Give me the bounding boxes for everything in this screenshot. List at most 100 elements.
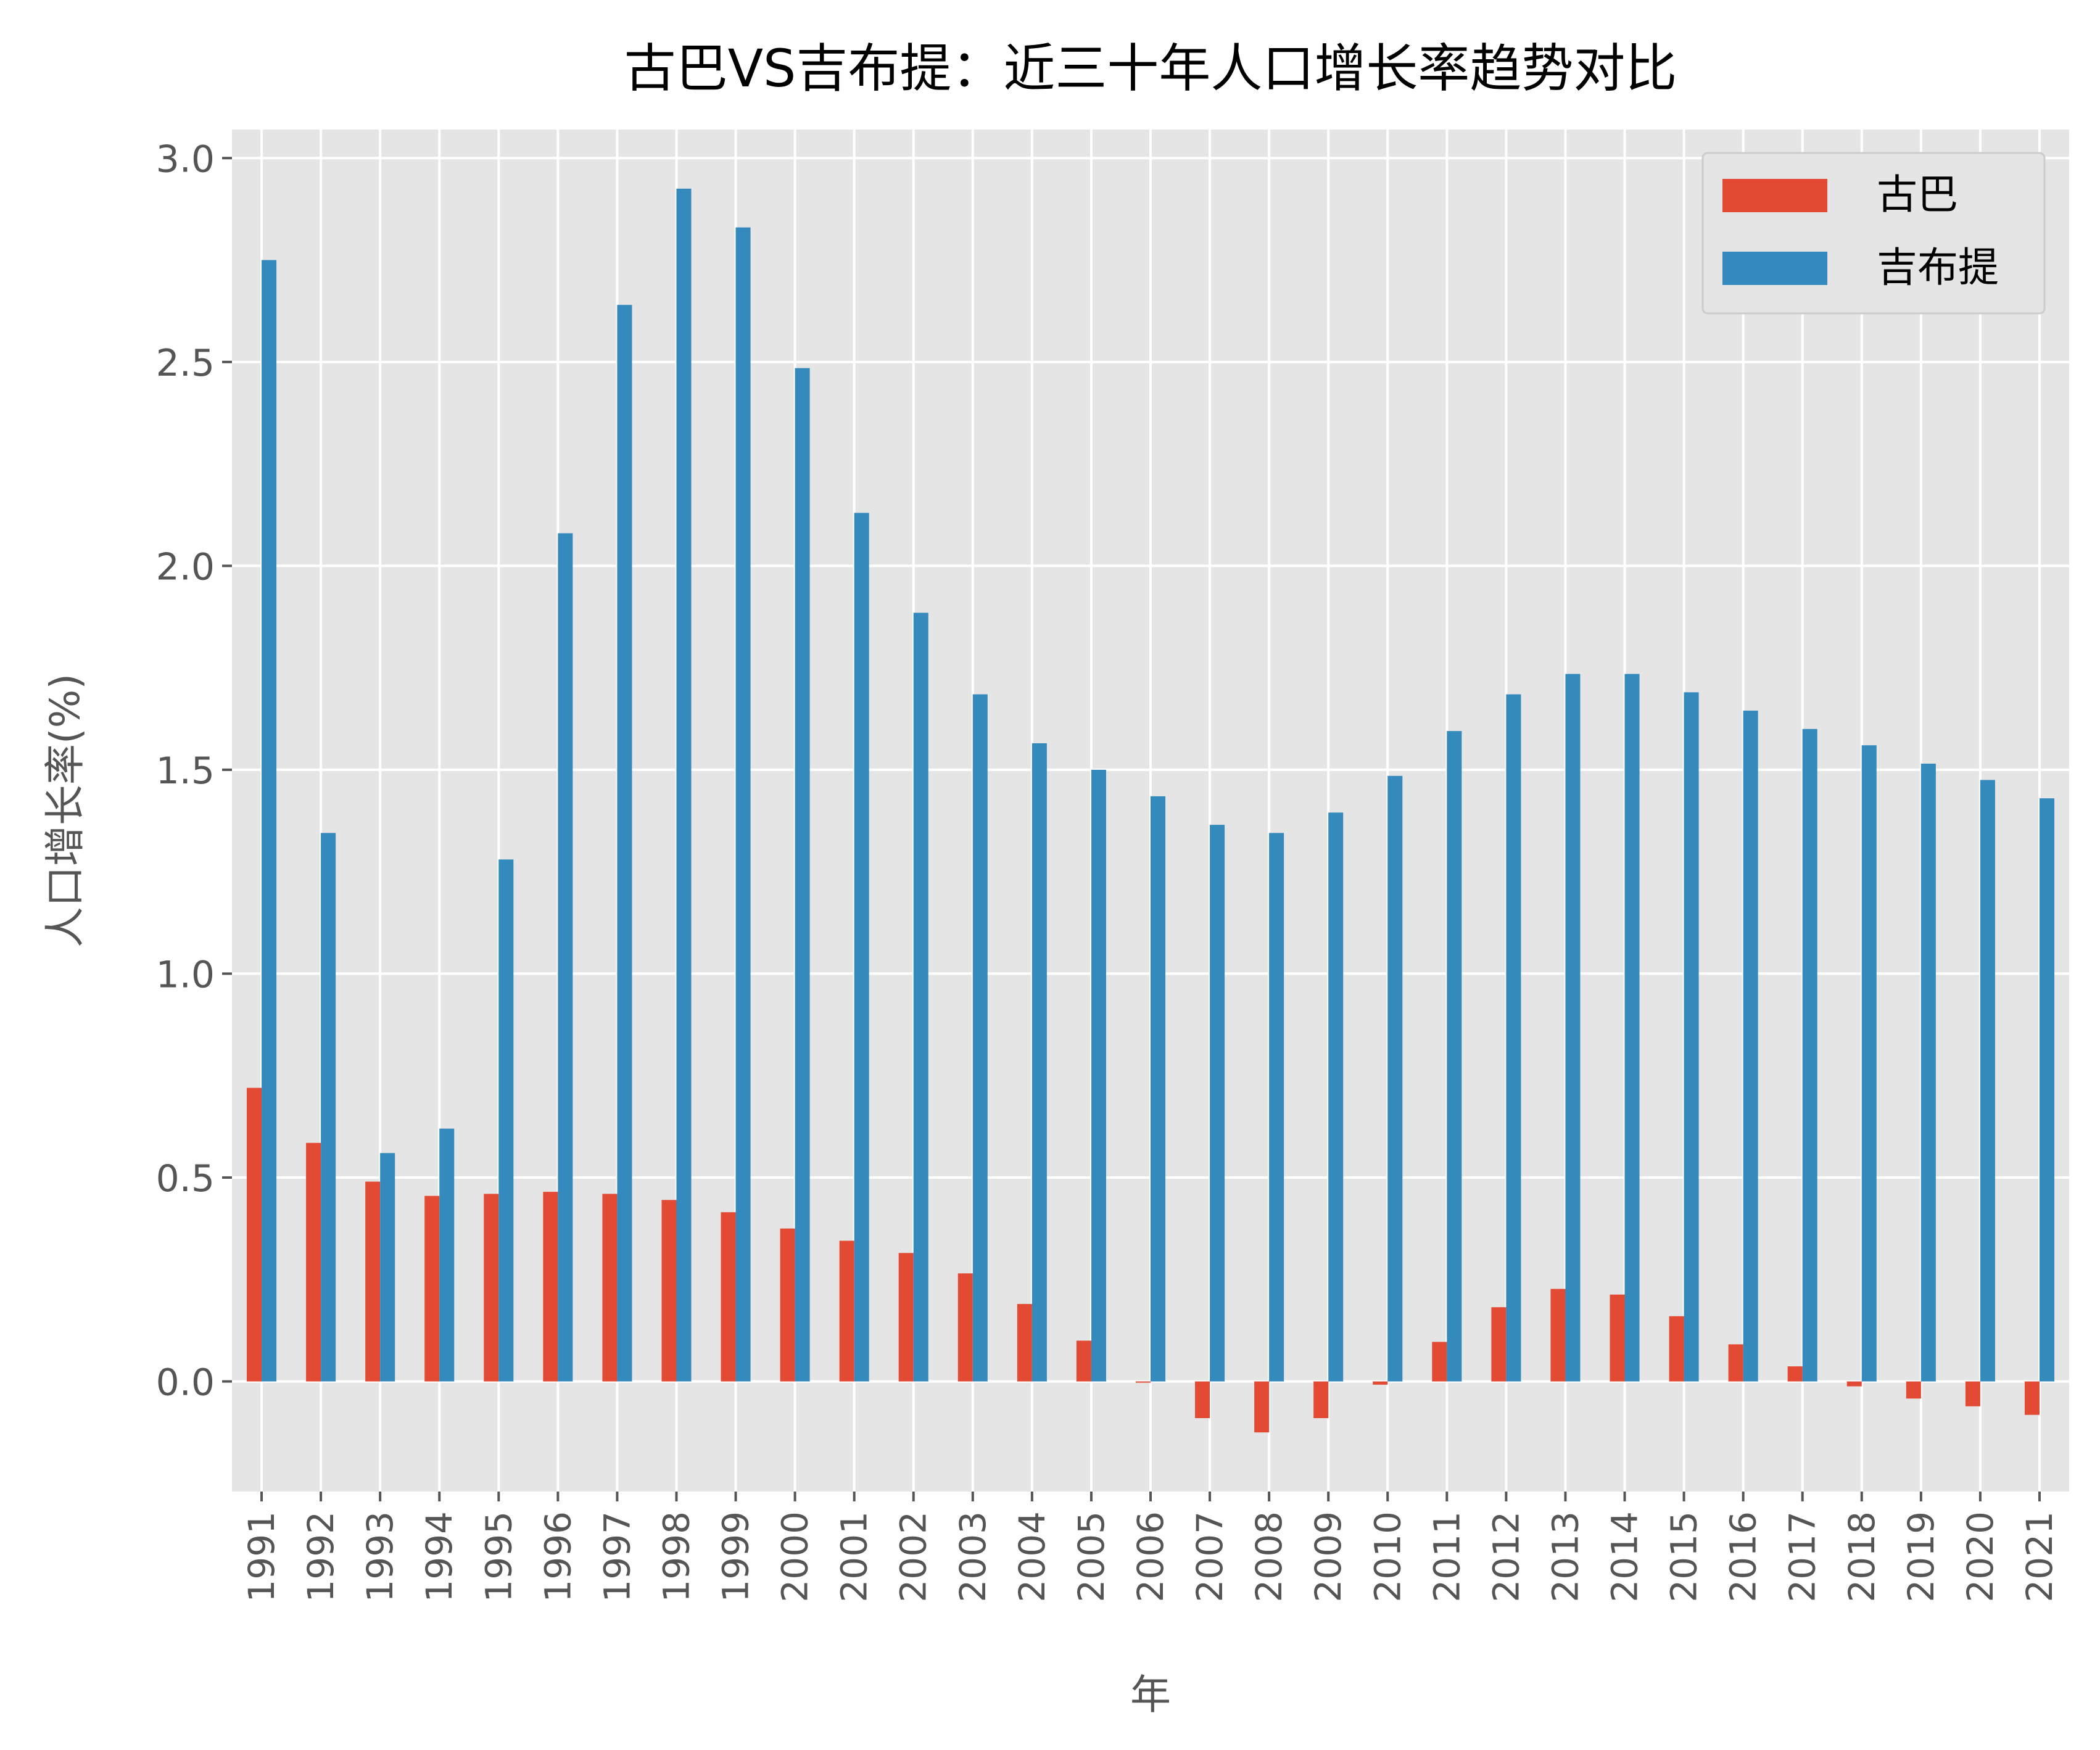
- x-tick-label: 2021: [2019, 1511, 2061, 1603]
- x-tick-label: 2020: [1959, 1511, 2001, 1603]
- legend-label-djibouti: 吉布提: [1877, 244, 1999, 291]
- bar-djibouti-2005: [1091, 769, 1106, 1382]
- bar-cuba-2006: [1135, 1381, 1151, 1383]
- bar-djibouti-2021: [2039, 798, 2054, 1382]
- bar-djibouti-1997: [617, 305, 632, 1382]
- x-tick-label: 1995: [477, 1511, 519, 1603]
- y-tick-label: 2.0: [156, 545, 215, 588]
- bar-cuba-2012: [1491, 1307, 1507, 1382]
- y-tick-label: 2.5: [156, 342, 215, 385]
- bar-djibouti-2003: [972, 694, 988, 1382]
- x-tick-label: 2006: [1130, 1511, 1172, 1603]
- x-tick-label: 2000: [774, 1511, 816, 1603]
- bar-cuba-2018: [1846, 1381, 1862, 1387]
- bar-cuba-1994: [424, 1195, 440, 1382]
- bar-djibouti-2015: [1684, 692, 1699, 1382]
- x-tick-label: 2004: [1011, 1511, 1053, 1603]
- bar-cuba-2001: [839, 1240, 854, 1382]
- bar-cuba-2005: [1076, 1340, 1091, 1382]
- chart-title: 古巴VS吉布提：近三十年人口增长率趋势对比: [624, 38, 1677, 99]
- bar-djibouti-2010: [1387, 775, 1403, 1382]
- bar-djibouti-1998: [676, 188, 692, 1382]
- x-tick-label: 2018: [1841, 1511, 1883, 1603]
- bar-cuba-1991: [247, 1088, 262, 1382]
- legend-label-cuba: 古巴: [1877, 171, 1958, 218]
- x-tick-label: 2014: [1604, 1511, 1646, 1603]
- x-tick-label: 2017: [1782, 1511, 1824, 1603]
- bar-djibouti-1995: [498, 859, 514, 1382]
- x-tick-label: 1997: [596, 1511, 638, 1603]
- bar-djibouti-2004: [1031, 743, 1047, 1382]
- x-tick-label: 2005: [1070, 1511, 1112, 1603]
- x-tick-label: 2007: [1189, 1511, 1231, 1603]
- bar-djibouti-2020: [1980, 780, 1995, 1382]
- y-tick-label: 0.0: [156, 1361, 215, 1405]
- bar-djibouti-2008: [1269, 833, 1284, 1382]
- bar-djibouti-2014: [1624, 674, 1640, 1382]
- x-tick-label: 2011: [1426, 1511, 1468, 1603]
- bar-cuba-2003: [957, 1273, 973, 1382]
- x-tick-label: 1992: [300, 1511, 342, 1603]
- bar-cuba-2016: [1728, 1344, 1743, 1382]
- x-tick-label: 2003: [952, 1511, 994, 1603]
- bar-cuba-1999: [721, 1212, 736, 1382]
- x-tick-label: 2009: [1307, 1511, 1349, 1603]
- bar-cuba-1992: [306, 1142, 321, 1382]
- x-tick-label: 2013: [1544, 1511, 1586, 1603]
- y-axis-label: 人口增长率(%): [41, 674, 89, 947]
- bar-djibouti-2017: [1802, 728, 1817, 1382]
- axes: 0.0 0.5 1.0 1.5 2.0 2.5 3.0 1991 1992 1993 1994 199…: [156, 138, 2061, 1602]
- bar-djibouti-1992: [321, 833, 336, 1382]
- x-tick-label: 2012: [1485, 1511, 1527, 1603]
- bar-djibouti-2006: [1151, 796, 1166, 1382]
- x-tick-label: 2019: [1900, 1511, 1942, 1603]
- bar-djibouti-2019: [1920, 763, 1936, 1382]
- x-tick-label: 2008: [1248, 1511, 1290, 1603]
- bar-cuba-2013: [1550, 1289, 1566, 1382]
- bar-djibouti-2007: [1210, 825, 1225, 1382]
- bar-djibouti-2013: [1565, 674, 1581, 1382]
- bar-cuba-2000: [780, 1228, 795, 1382]
- bar-cuba-2017: [1787, 1366, 1803, 1382]
- bar-cuba-1997: [602, 1194, 618, 1382]
- bar-cuba-1998: [661, 1200, 677, 1382]
- y-tick-label: 1.5: [156, 749, 215, 793]
- bar-cuba-2004: [1017, 1303, 1032, 1382]
- bar-djibouti-1996: [558, 533, 573, 1382]
- y-tick-label: 0.5: [156, 1157, 215, 1200]
- bar-cuba-1995: [484, 1194, 499, 1382]
- bar-cuba-2011: [1432, 1342, 1447, 1382]
- x-axis-label: 年: [1130, 1671, 1171, 1719]
- bar-djibouti-1994: [439, 1128, 455, 1382]
- x-tick-label: 2010: [1366, 1511, 1408, 1603]
- bar-cuba-2021: [2024, 1381, 2040, 1415]
- bar-cuba-2009: [1313, 1381, 1329, 1419]
- y-tick-label: 3.0: [156, 138, 215, 181]
- y-tick-label: 1.0: [156, 953, 215, 996]
- bar-cuba-2019: [1906, 1381, 1921, 1399]
- legend-swatch-djibouti: [1722, 252, 1827, 285]
- bar-cuba-2020: [1965, 1381, 1980, 1406]
- x-tick-label: 1991: [241, 1511, 283, 1603]
- bar-cuba-2007: [1195, 1381, 1210, 1419]
- x-tick-label: 1999: [715, 1511, 757, 1603]
- bar-djibouti-1999: [735, 227, 751, 1382]
- bar-djibouti-1993: [380, 1153, 395, 1382]
- bar-djibouti-2000: [795, 368, 810, 1382]
- bar-djibouti-2018: [1861, 745, 1877, 1382]
- x-tick-label: 2002: [893, 1511, 935, 1603]
- x-tick-label: 2016: [1722, 1511, 1764, 1603]
- bar-djibouti-2002: [913, 613, 928, 1382]
- x-tick-label: 1996: [537, 1511, 579, 1603]
- bar-cuba-1996: [543, 1192, 558, 1382]
- x-tick-label: 1994: [418, 1511, 460, 1603]
- bars: [247, 188, 2054, 1433]
- bar-cuba-2014: [1610, 1294, 1625, 1382]
- x-tick-label: 2015: [1663, 1511, 1705, 1603]
- bar-cuba-1993: [365, 1181, 381, 1382]
- bar-cuba-2010: [1373, 1381, 1388, 1385]
- bar-djibouti-2012: [1506, 694, 1521, 1382]
- bar-cuba-2002: [898, 1253, 914, 1382]
